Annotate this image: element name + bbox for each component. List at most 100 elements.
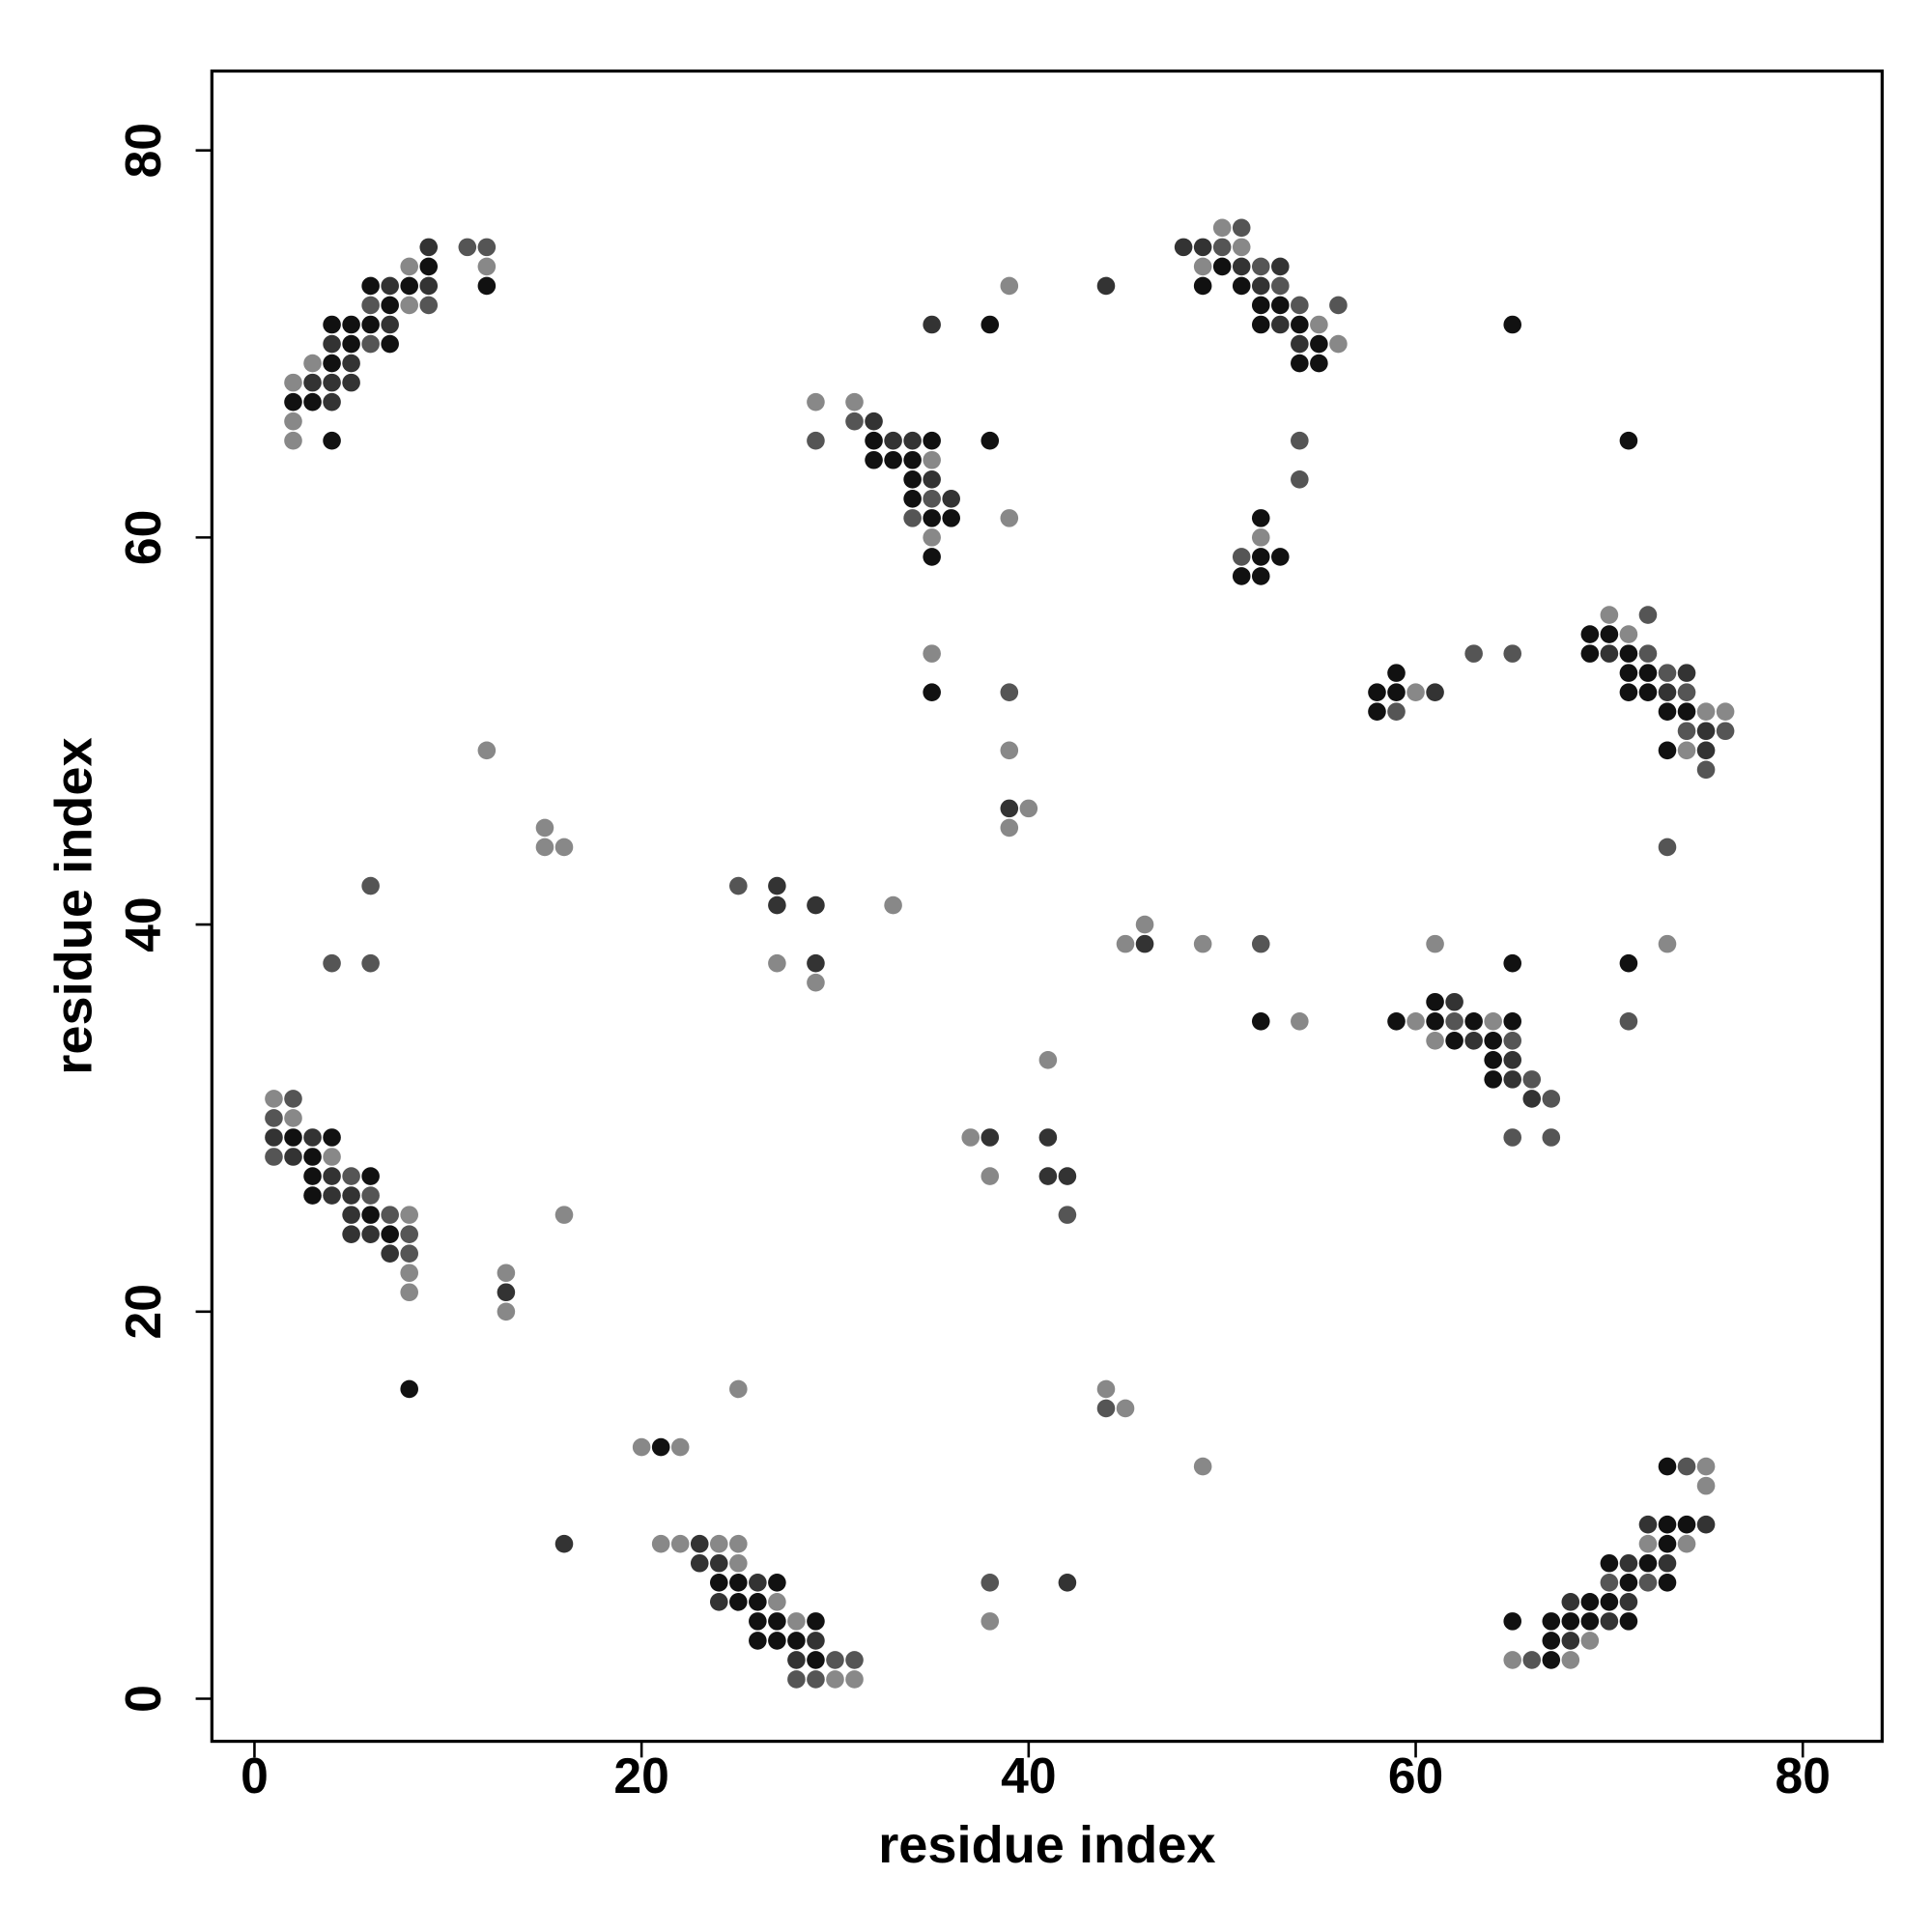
contact-point (303, 1186, 322, 1205)
contact-point (1561, 1632, 1580, 1650)
contact-point (980, 315, 1000, 334)
contact-point (1193, 1457, 1212, 1476)
contact-point (1291, 354, 1309, 373)
contact-point (1251, 296, 1270, 315)
contact-point (1503, 1128, 1522, 1147)
contact-point (1619, 683, 1638, 701)
contact-point (1619, 1553, 1638, 1573)
contact-point (1677, 1534, 1696, 1553)
contact-point (980, 1574, 1000, 1592)
contact-point (1638, 1534, 1658, 1553)
contact-point (1522, 1070, 1542, 1089)
contact-point (1291, 469, 1309, 489)
contact-point (497, 1264, 516, 1283)
contact-point (1271, 315, 1290, 334)
contact-point (361, 953, 380, 973)
contact-point (709, 1534, 728, 1553)
contact-point (477, 276, 497, 296)
contact-point (1426, 1011, 1444, 1031)
contact-point (787, 1670, 806, 1689)
contact-point (381, 1206, 399, 1224)
contact-point (400, 276, 419, 296)
contact-point (1291, 334, 1309, 354)
y-tick-label: 80 (115, 123, 171, 178)
contact-point (400, 1264, 419, 1283)
contact-point (709, 1593, 728, 1611)
contact-point (1658, 683, 1677, 701)
contact-point (1426, 992, 1444, 1011)
contact-point (942, 490, 960, 508)
contact-point (1600, 1612, 1619, 1631)
contact-point (1251, 509, 1270, 527)
contact-point (807, 1651, 825, 1669)
contact-point (361, 296, 380, 315)
contact-point (826, 1651, 844, 1669)
contact-point (826, 1670, 844, 1689)
contact-point (1619, 953, 1638, 973)
contact-point (323, 392, 341, 412)
contact-point (342, 1225, 360, 1243)
contact-point (768, 1574, 786, 1592)
y-tick-label: 20 (115, 1284, 171, 1339)
contact-point (632, 1437, 651, 1457)
contact-point (381, 315, 399, 334)
contact-point (1522, 1090, 1542, 1108)
contact-point (1696, 722, 1716, 741)
contact-point (1232, 257, 1251, 276)
contact-point (419, 296, 439, 315)
contact-point (923, 683, 941, 701)
contact-point (400, 1206, 419, 1224)
contact-point (1619, 1574, 1638, 1592)
contact-point (923, 315, 941, 334)
contact-point (1580, 1593, 1600, 1611)
contact-point (323, 1167, 341, 1185)
contact-point (1310, 315, 1328, 334)
contact-point (1232, 218, 1251, 238)
y-tick-label: 40 (115, 896, 171, 952)
contact-point (670, 1437, 690, 1457)
contact-point (729, 876, 748, 895)
contact-point (1310, 334, 1328, 354)
contact-point (284, 392, 302, 412)
contact-point (554, 1534, 574, 1553)
contact-point (690, 1553, 709, 1573)
contact-point (1406, 683, 1425, 701)
contact-point (1193, 934, 1212, 953)
contact-point (458, 238, 477, 257)
contact-point (1696, 1515, 1716, 1534)
contact-point (1329, 334, 1348, 354)
contact-point (1000, 683, 1019, 701)
contact-point (342, 334, 360, 354)
contact-point (1426, 1032, 1444, 1050)
contact-point (361, 1167, 380, 1185)
contact-point (284, 431, 302, 450)
contact-point (1503, 1070, 1522, 1089)
contact-point (1580, 1612, 1600, 1631)
x-tick-label: 20 (613, 1747, 668, 1804)
contact-point (477, 257, 497, 276)
contact-point (400, 1283, 419, 1302)
contact-point (942, 509, 960, 527)
contact-point (729, 1553, 748, 1573)
contact-point (1232, 548, 1251, 566)
contact-point (1638, 606, 1658, 624)
contact-point (923, 548, 941, 566)
contact-point (1677, 664, 1696, 682)
contact-point (961, 1128, 980, 1147)
contact-point (284, 1148, 302, 1166)
contact-point (807, 895, 825, 915)
contact-point (342, 373, 360, 392)
contact-point (807, 392, 825, 412)
contact-point (477, 238, 497, 257)
contact-point (554, 1206, 574, 1224)
contact-point (361, 1186, 380, 1205)
contact-point (884, 895, 902, 915)
contact-point (1638, 1574, 1658, 1592)
contact-point (787, 1632, 806, 1650)
contact-point (709, 1574, 728, 1592)
contact-point (1232, 238, 1251, 257)
contact-point (497, 1302, 516, 1321)
plot-area (265, 218, 1735, 1689)
contact-point (1600, 606, 1619, 624)
